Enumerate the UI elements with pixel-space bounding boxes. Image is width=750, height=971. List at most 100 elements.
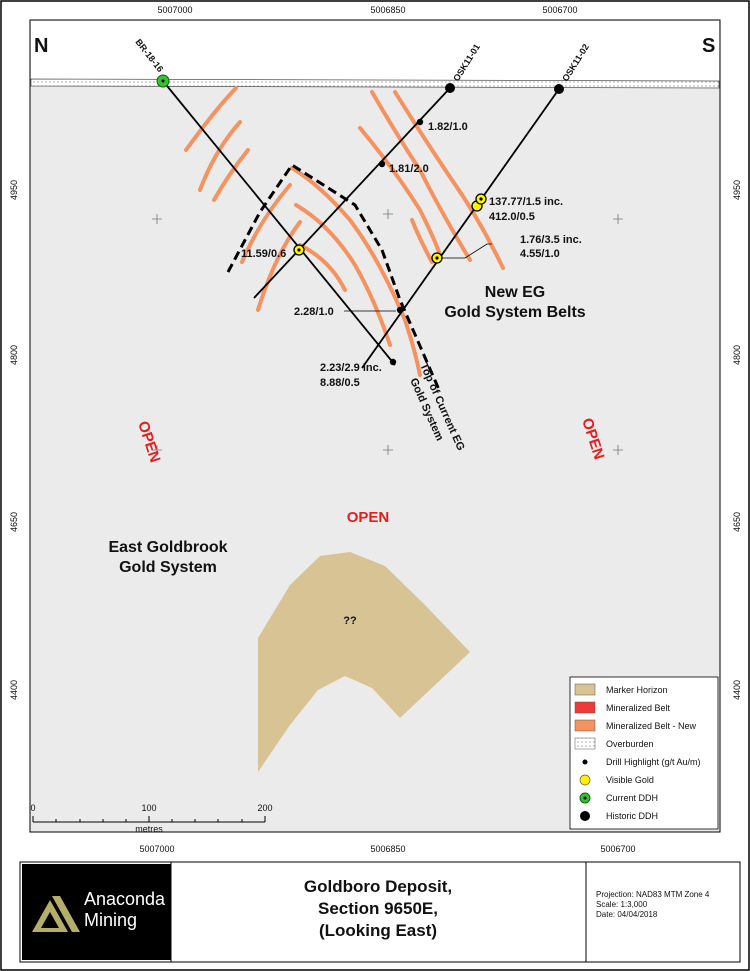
map-shape [396, 306, 404, 314]
map-shape [184, 86, 238, 152]
right-tick: 4650 [732, 512, 742, 532]
top-tick: 5007000 [157, 5, 192, 15]
legend-label: Historic DDH [606, 811, 658, 821]
title: Goldboro Deposit, [304, 877, 452, 896]
map-shape [240, 183, 292, 264]
intercept: 2.28/1.0 [294, 306, 334, 318]
axis-labels: 5007000 5006850 5006700 5007000 5006850 … [9, 5, 742, 854]
legend-label: Visible Gold [606, 775, 654, 785]
map-shape [344, 243, 492, 312]
legend-label: Marker Horizon [606, 685, 668, 695]
map-shape [389, 358, 397, 366]
company: Anaconda [84, 889, 166, 909]
sky [31, 21, 719, 82]
marker-horizon [258, 552, 470, 772]
scale-bar: 0 100 200 metres [30, 803, 272, 834]
map-shape [574, 719, 596, 732]
legend-label: Overburden [606, 739, 654, 749]
map-shape [583, 796, 587, 800]
map-shape [298, 243, 347, 292]
map-shape [358, 126, 442, 257]
map-shape [32, 896, 80, 932]
legend: Marker Horizon Mineralized Belt Minerali… [569, 676, 719, 830]
top-tick: 5006700 [542, 5, 577, 15]
info: Scale: 1:3,000 [596, 900, 648, 909]
legend-label: Mineralized Belt [606, 703, 671, 713]
bottom-tick: 5007000 [139, 844, 174, 854]
title-block: Anaconda Mining Goldboro Deposit, Sectio… [19, 861, 741, 963]
left-tick: 4650 [9, 512, 19, 532]
company: Mining [84, 910, 137, 930]
historic-ddh [445, 83, 455, 93]
hole-trace [162, 80, 396, 366]
left-tick: 4950 [9, 180, 19, 200]
intercept: 8.88/0.5 [320, 377, 360, 389]
bottom-tick: 5006850 [370, 844, 405, 854]
scale-tick: 100 [141, 803, 156, 813]
north: N [34, 35, 48, 57]
grid-crosses [152, 209, 623, 455]
map-shape [152, 209, 623, 455]
annotation: East Goldbrook [108, 539, 227, 556]
title: Section 9650E, [318, 899, 438, 918]
annotation: ?? [343, 615, 357, 627]
left-tick: 4800 [9, 345, 19, 365]
historic-ddh [554, 84, 564, 94]
map-shape [370, 90, 472, 262]
map-shape [393, 90, 505, 270]
hole-trace [361, 88, 560, 369]
map-shape [579, 774, 591, 786]
left-tick: 4400 [9, 680, 19, 700]
annotation: Gold System Belts [444, 304, 585, 321]
map-shape [256, 220, 302, 312]
right-tick: 4800 [732, 345, 742, 365]
intercept: 137.77/1.5 inc. [489, 196, 563, 208]
scale-tick: 200 [257, 803, 272, 813]
map-shape [294, 203, 392, 347]
overburden [30, 78, 720, 89]
right-tick: 4400 [732, 680, 742, 700]
legend-label: Drill Highlight (g/t Au/m) [606, 757, 701, 767]
map-shape [416, 118, 424, 126]
intercept: 11.59/0.6 [241, 248, 286, 260]
map-shape [212, 148, 250, 202]
annotation: New EG [485, 284, 545, 301]
legend-label: Current DDH [606, 793, 658, 803]
info: Projection: NAD83 MTM Zone 4 [596, 890, 710, 899]
map-shape [574, 701, 596, 714]
south: S [702, 35, 715, 57]
intercept: 1.76/3.5 inc. [520, 234, 582, 246]
info: Date: 04/04/2018 [596, 910, 658, 919]
map-shape [479, 197, 483, 201]
right-tick: 4950 [732, 180, 742, 200]
map-shape [569, 676, 719, 830]
scale-unit: metres [135, 824, 163, 834]
map-shape [410, 218, 434, 264]
intercept: 412.0/0.5 [489, 211, 535, 223]
open-label: OPEN [347, 509, 390, 526]
map-shape [378, 160, 386, 168]
intercept: 4.55/1.0 [520, 248, 560, 260]
title: (Looking East) [319, 921, 437, 940]
legend-label: Mineralized Belt - New [606, 721, 697, 731]
belts-new [184, 86, 505, 377]
top-current-system [226, 162, 442, 393]
map-shape [198, 120, 242, 192]
intercept: 1.82/1.0 [428, 121, 468, 133]
map-shape [574, 737, 596, 750]
map-shape [582, 759, 588, 765]
annotation: Gold System [119, 559, 217, 576]
map-shape [580, 811, 590, 821]
intercept-markers [293, 118, 492, 366]
map-shape [290, 166, 422, 377]
map-shape [32, 816, 266, 823]
scale-tick: 0 [30, 803, 35, 813]
top-tick: 5006850 [370, 5, 405, 15]
intercept: 1.81/2.0 [389, 163, 429, 175]
map-shape [574, 683, 596, 696]
intercept: 2.23/2.9 inc. [320, 362, 382, 374]
bottom-tick: 5006700 [600, 844, 635, 854]
